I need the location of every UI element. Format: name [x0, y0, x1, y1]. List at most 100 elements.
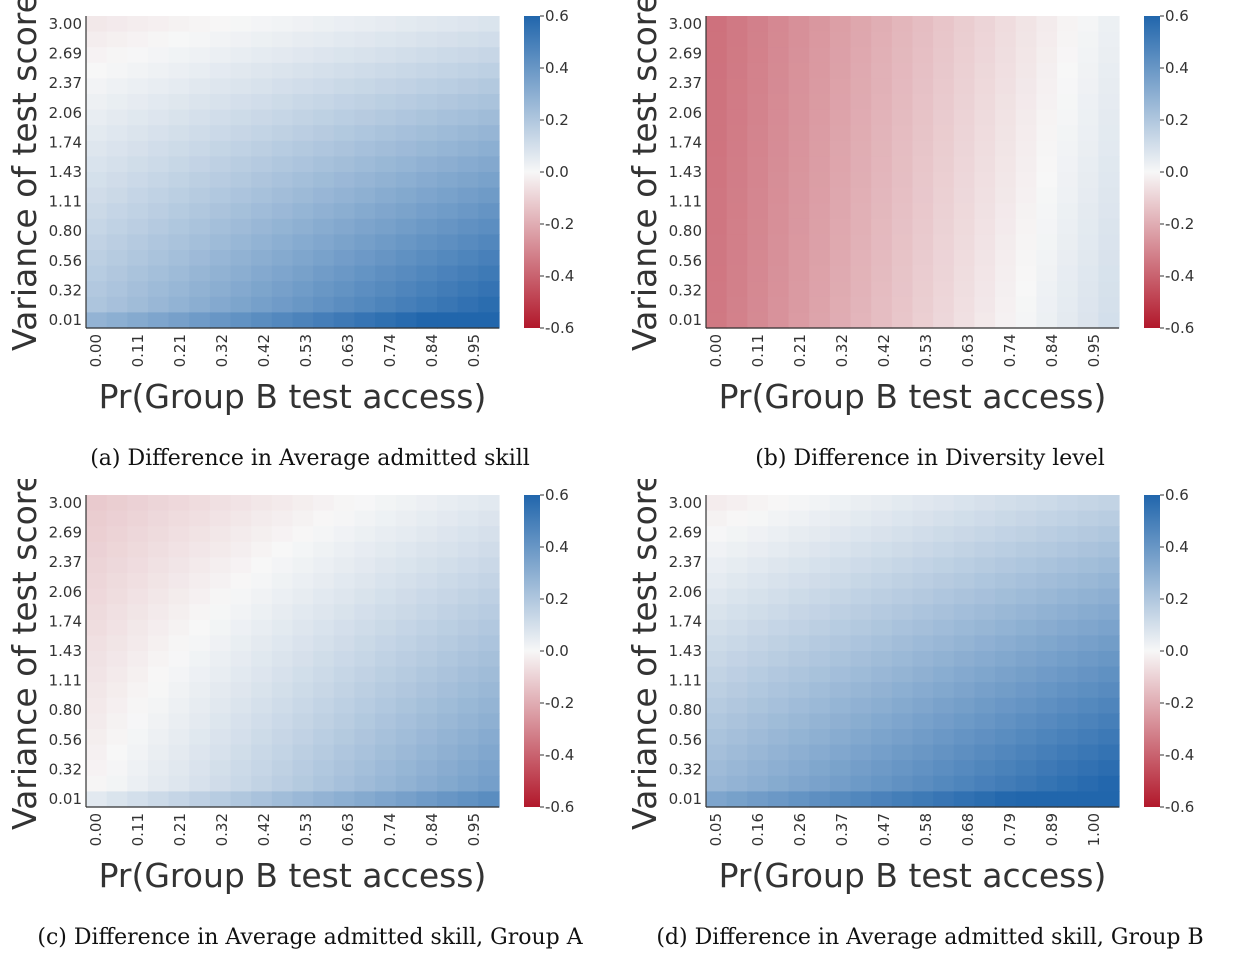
heatmap-cell — [395, 187, 417, 204]
heatmap-cell — [127, 791, 149, 808]
heatmap-cell — [292, 791, 314, 808]
heatmap-cell — [147, 312, 170, 329]
heatmap-cell — [726, 156, 748, 173]
heatmap-cell — [106, 713, 128, 730]
heatmap-cell — [437, 16, 459, 33]
heatmap-cell — [1036, 713, 1058, 730]
heatmap-cell — [891, 94, 914, 111]
heatmap-cell — [891, 172, 914, 189]
heatmap-cell — [1077, 682, 1099, 699]
heatmap-cell — [829, 604, 852, 621]
heatmap-cell — [313, 604, 335, 621]
heatmap-cell — [478, 666, 500, 683]
heatmap-cell — [933, 526, 955, 543]
heatmap-cell — [829, 775, 852, 792]
heatmap-cell — [974, 697, 996, 714]
heatmap-cell — [230, 619, 252, 636]
heatmap-cell — [395, 125, 417, 142]
heatmap-cell — [313, 666, 335, 683]
y-tick-label: 1.43 — [49, 163, 82, 181]
heatmap-cell — [767, 140, 790, 157]
heatmap-cell — [106, 156, 128, 173]
heatmap-cell — [375, 78, 397, 95]
heatmap-cell — [767, 296, 790, 313]
heatmap-cell — [809, 791, 831, 808]
heatmap-cell — [333, 234, 356, 251]
heatmap-cell — [478, 125, 500, 142]
heatmap-cell — [292, 541, 314, 558]
heatmap-cell — [209, 791, 232, 808]
heatmap-cell — [767, 604, 790, 621]
heatmap-cell — [354, 125, 376, 142]
heatmap-cell — [271, 541, 294, 558]
heatmap-cell — [86, 234, 108, 251]
heatmap-cell — [871, 62, 893, 79]
heatmap-cell — [437, 265, 459, 282]
heatmap-cell — [478, 541, 500, 558]
heatmap-cell — [354, 791, 376, 808]
heatmap-cell — [251, 760, 273, 777]
heatmap-cell — [271, 187, 294, 204]
heatmap-cell — [706, 203, 728, 220]
heatmap-cell — [437, 125, 459, 142]
heatmap-cell — [127, 557, 149, 574]
heatmap-cell — [1036, 697, 1058, 714]
heatmap-cell — [933, 666, 955, 683]
heatmap-cell — [168, 94, 190, 111]
heatmap-cell — [457, 47, 479, 64]
heatmap-cell — [953, 635, 976, 652]
heatmap-cell — [706, 713, 728, 730]
heatmap-cell — [747, 744, 769, 761]
heatmap-cell — [230, 31, 252, 48]
heatmap-cell — [375, 713, 397, 730]
heatmap-cell — [809, 156, 831, 173]
heatmap-cell — [147, 682, 170, 699]
heatmap-cell — [1036, 203, 1058, 220]
heatmap-cell — [478, 697, 500, 714]
colorbar-tick-label: 0.2 — [545, 111, 569, 129]
heatmap-cell — [1077, 604, 1099, 621]
heatmap-cell — [788, 62, 810, 79]
heatmap-cell — [767, 697, 790, 714]
heatmap-cell — [767, 573, 790, 590]
heatmap-cell — [933, 125, 955, 142]
heatmap-cell — [189, 265, 211, 282]
colorbar-tick-label: -0.6 — [1165, 798, 1194, 816]
heatmap-cell — [189, 281, 211, 298]
heatmap-cell — [354, 187, 376, 204]
heatmap-cell — [726, 775, 748, 792]
y-tick-label: 0.01 — [49, 790, 82, 808]
heatmap-cell — [767, 312, 790, 329]
heatmap-cell — [313, 78, 335, 95]
heatmap-cell — [395, 495, 417, 512]
colorbar-tick-label: -0.6 — [1165, 319, 1194, 337]
heatmap-cell — [912, 760, 934, 777]
heatmap-cell — [1036, 140, 1058, 157]
y-tick-label: 0.01 — [669, 311, 702, 329]
heatmap-cell — [933, 203, 955, 220]
heatmap-cell — [974, 635, 996, 652]
heatmap-cell — [86, 140, 108, 157]
heatmap-cell — [395, 250, 417, 267]
heatmap-cell — [292, 187, 314, 204]
heatmap-cell — [1036, 31, 1058, 48]
heatmap-cell — [1077, 125, 1099, 142]
heatmap-cell — [478, 651, 500, 668]
heatmap-cell — [788, 604, 810, 621]
heatmap-cell — [147, 109, 170, 126]
heatmap-cell — [209, 588, 232, 605]
heatmap-cell — [106, 172, 128, 189]
heatmap-cell — [271, 760, 294, 777]
heatmap-cell — [478, 312, 500, 329]
heatmap-cell — [478, 760, 500, 777]
heatmap-cell — [1077, 635, 1099, 652]
heatmap-cell — [974, 16, 996, 33]
heatmap-cell — [747, 791, 769, 808]
heatmap-cell — [86, 172, 108, 189]
heatmap-cell — [767, 234, 790, 251]
heatmap-cell — [974, 140, 996, 157]
heatmap-cell — [292, 651, 314, 668]
heatmap-cell — [375, 187, 397, 204]
y-tick-label: 2.37 — [669, 74, 702, 92]
heatmap-cell — [726, 125, 748, 142]
